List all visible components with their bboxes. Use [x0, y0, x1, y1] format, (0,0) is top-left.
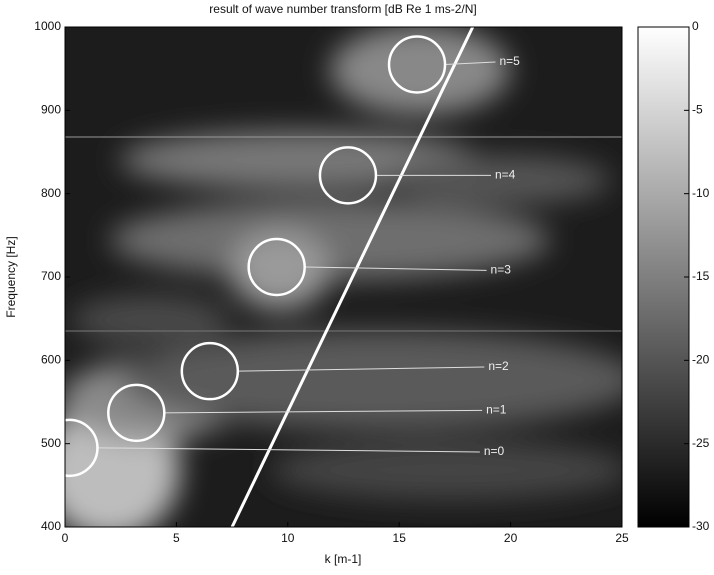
colorbar-tick-label: -5 [692, 103, 703, 117]
dispersion-line [230, 27, 475, 527]
mode-circle [180, 341, 240, 401]
y-tick-label: 700 [41, 269, 61, 283]
mode-circle [107, 383, 166, 443]
heatmap: n=0 n=1 n=2 n=3 n=4 n=5 [65, 27, 622, 527]
mode-label: n=4 [495, 168, 516, 182]
leader-line [304, 266, 487, 271]
leader-line [444, 61, 496, 65]
colorbar [637, 26, 690, 528]
y-tick-label: 1000 [34, 19, 61, 33]
mode-label: n=5 [499, 54, 520, 68]
mode-circle [247, 237, 306, 297]
y-tick-label: 500 [41, 436, 61, 450]
mode-circle [318, 146, 378, 205]
colorbar-tick-label: -15 [692, 269, 710, 283]
colorbar-tick-label: 0 [692, 19, 699, 33]
mode-label: n=0 [484, 444, 505, 458]
x-tick-label: 5 [173, 531, 180, 545]
x-axis-label: k [m-1] [325, 552, 362, 566]
colorbar-tick-label: -20 [692, 353, 710, 367]
y-tick-label: 400 [41, 519, 61, 533]
y-tick-label: 800 [41, 186, 61, 200]
leader-line [237, 366, 485, 372]
mode-label: n=2 [488, 359, 509, 373]
mode-circle [387, 35, 447, 94]
x-tick-label: 20 [504, 531, 518, 545]
x-tick-label: 15 [393, 531, 407, 545]
leader-line [97, 447, 480, 453]
y-tick-label: 900 [41, 103, 61, 117]
x-tick-label: 25 [615, 531, 629, 545]
mode-circle [65, 418, 99, 478]
mode-label: n=1 [486, 403, 507, 417]
chart-title: result of wave number transform [dB Re 1… [209, 2, 476, 16]
y-axis-label: Frequency [Hz] [4, 236, 18, 317]
colorbar-tick-label: -25 [692, 436, 710, 450]
x-tick-label: 0 [62, 531, 69, 545]
leader-line [164, 409, 483, 414]
colorbar-tick-label: -30 [692, 519, 710, 533]
x-tick-label: 10 [281, 531, 295, 545]
mode-label: n=3 [491, 263, 512, 277]
y-tick-label: 600 [41, 353, 61, 367]
colorbar-tick-label: -10 [692, 186, 710, 200]
